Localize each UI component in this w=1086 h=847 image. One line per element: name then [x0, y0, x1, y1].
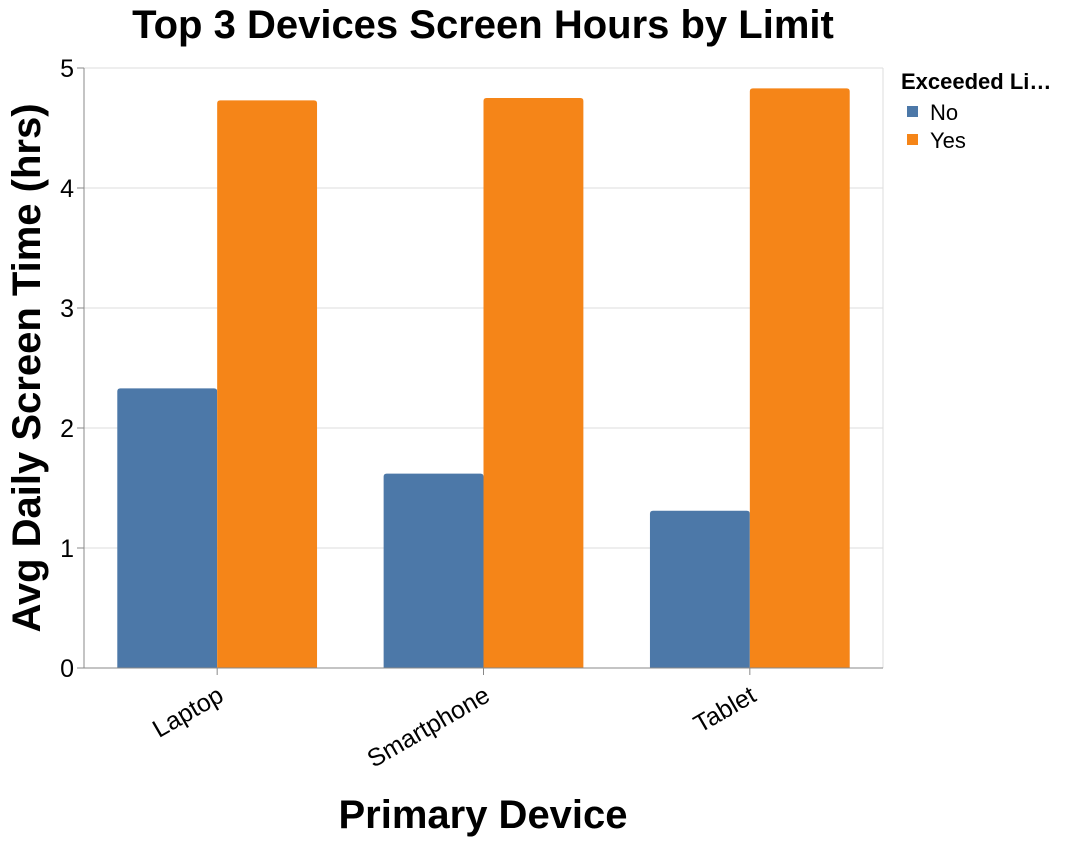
bar-laptop-yes: [217, 100, 318, 668]
legend-swatch-yes: [907, 134, 918, 145]
y-tick-label: 0: [60, 655, 74, 683]
bar-tablet-yes: [749, 88, 850, 668]
y-axis-title: Avg Daily Screen Time (hrs): [5, 103, 49, 632]
y-tick-label: 3: [60, 295, 74, 323]
bars: [117, 88, 850, 668]
legend-label-no: No: [930, 100, 958, 125]
x-axis-title: Primary Device: [338, 793, 627, 837]
legend-items: No Yes: [907, 100, 966, 153]
bar-smartphone-no: [383, 473, 484, 668]
legend-title: Exceeded Li…: [901, 69, 1051, 94]
x-tick-label: Smartphone: [363, 681, 495, 773]
y-tick-label: 5: [60, 55, 74, 83]
y-tick-label: 4: [60, 175, 74, 203]
bar-laptop-no: [117, 388, 218, 668]
legend: Exceeded Li… No Yes: [901, 69, 1051, 153]
x-tick-label: Tablet: [689, 681, 761, 739]
legend-swatch-no: [907, 106, 918, 117]
x-tick-label: Laptop: [148, 681, 228, 743]
bar-tablet-no: [649, 510, 750, 668]
y-tick-label: 1: [60, 535, 74, 563]
legend-label-yes: Yes: [930, 128, 966, 153]
y-tick-label: 2: [60, 415, 74, 443]
chart-title: Top 3 Devices Screen Hours by Limit: [132, 3, 834, 47]
bar-smartphone-yes: [483, 98, 584, 668]
